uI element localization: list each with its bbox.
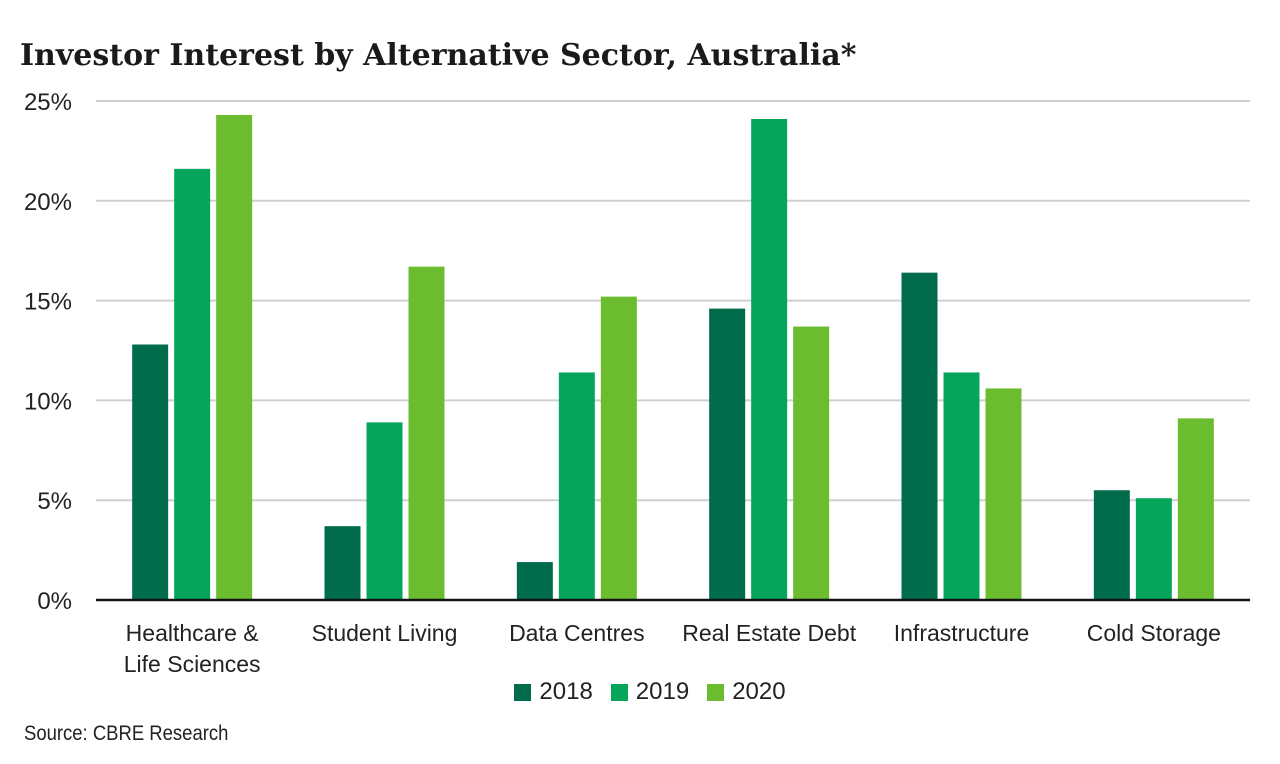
bar-2019: [558, 372, 595, 600]
bar-2018: [709, 308, 746, 600]
bars: [132, 114, 1214, 601]
x-tick-label: Student Living: [312, 620, 458, 646]
chart-title: Investor Interest by Alternative Sector,…: [20, 38, 857, 73]
gridlines: [96, 100, 1250, 502]
y-tick-label: 15%: [24, 289, 72, 316]
bar-2018: [132, 344, 169, 600]
y-tick-label: 0%: [37, 588, 72, 615]
bar-2018: [1093, 490, 1130, 600]
bar-2020: [985, 388, 1022, 600]
bar-2020: [793, 326, 830, 600]
bar-2019: [751, 118, 788, 601]
legend-item: 2019: [610, 678, 690, 706]
legend-label: 2020: [732, 678, 786, 705]
bar-2019: [1135, 498, 1172, 600]
x-tick-label: Healthcare &: [126, 620, 259, 646]
legend-swatch: [707, 683, 725, 701]
bar-2020: [600, 296, 637, 600]
bar-2019: [943, 372, 980, 600]
bar-2019: [366, 422, 403, 600]
y-tick-label: 5%: [37, 488, 72, 515]
bar-2019: [174, 168, 211, 600]
bar-2018: [901, 272, 938, 600]
y-tick-label: 25%: [24, 89, 72, 116]
x-tick-label: Data Centres: [509, 620, 645, 646]
y-tick-label: 20%: [24, 189, 72, 216]
legend-item: 2020: [707, 678, 786, 706]
y-tick-label: 10%: [24, 388, 72, 415]
legend: 2018 2019 2020: [0, 678, 1280, 706]
x-tick-label: Infrastructure: [894, 620, 1030, 646]
x-tick-label: Cold Storage: [1087, 620, 1221, 646]
bar-2020: [216, 114, 253, 601]
legend-item: 2018: [514, 678, 593, 706]
legend-swatch: [514, 683, 532, 701]
y-axis-ticks: 0% 5% 10% 15% 20% 25%: [24, 89, 72, 615]
bar-2018: [516, 562, 553, 600]
x-axis-ticks: Healthcare & Life Sciences Student Living D…: [96, 598, 1250, 677]
legend-label: 2019: [635, 678, 690, 705]
bar-2018: [324, 526, 361, 600]
source-note: Source: CBRE Research: [24, 722, 229, 745]
bar-2020: [1177, 418, 1214, 600]
x-tick-label: Life Sciences: [124, 651, 261, 677]
legend-swatch: [610, 683, 628, 701]
bar-2020: [408, 266, 445, 600]
x-tick-label: Real Estate Debt: [682, 620, 856, 646]
legend-label: 2018: [539, 678, 593, 705]
